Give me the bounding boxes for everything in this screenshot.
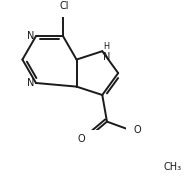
Text: Cl: Cl	[60, 1, 69, 11]
Text: N: N	[27, 78, 35, 88]
Text: H: H	[103, 42, 109, 51]
Text: O: O	[77, 134, 85, 144]
Text: N: N	[27, 31, 35, 41]
Text: O: O	[133, 125, 141, 135]
Text: N: N	[103, 52, 110, 62]
Text: CH₃: CH₃	[164, 162, 182, 172]
